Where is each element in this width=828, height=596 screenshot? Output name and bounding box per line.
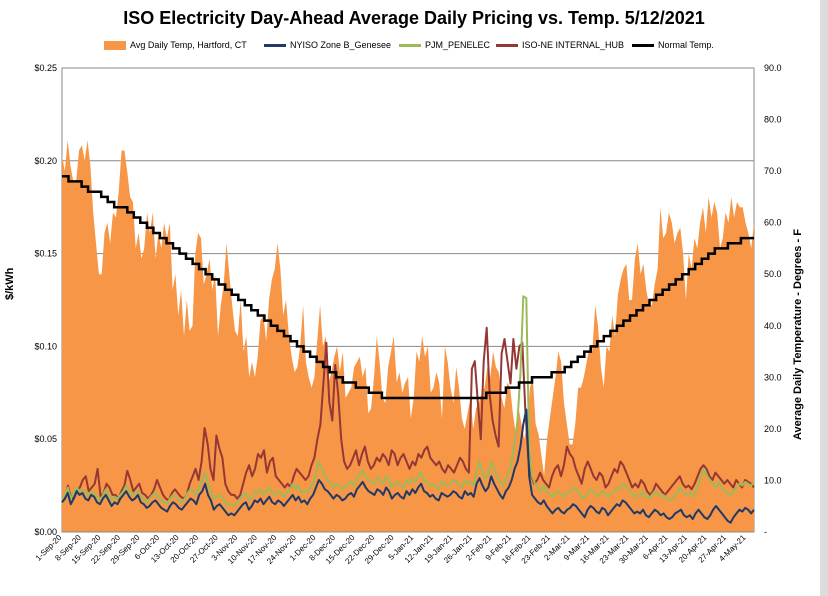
y-right-tick-label: 30.0 [764, 372, 782, 382]
legend-swatch-isone [496, 43, 518, 47]
y-right-tick-label: 70.0 [764, 166, 782, 176]
legend-label-normal: Normal Temp. [658, 40, 714, 50]
series-pjm-penelec-line [61, 295, 755, 507]
chart-title: ISO Electricity Day-Ahead Average Daily … [123, 8, 705, 28]
y-right-tick-label: - [764, 527, 767, 537]
legend-swatch-nyiso [264, 43, 286, 47]
legend-label-isone: ISO-NE INTERNAL_HUB [522, 40, 625, 50]
y-right-tick-label: 20.0 [764, 424, 782, 434]
y-left-tick-label: $0.10 [34, 341, 57, 351]
legend-label-pjm: PJM_PENELEC [425, 40, 491, 50]
series-nyiso-zone-b-line [61, 408, 755, 524]
legend-item-temp: Avg Daily Temp, Hartford, CT [104, 40, 247, 50]
y-left-tick-label: $0.25 [34, 63, 57, 73]
y-axis-left-label: $/kWh [4, 267, 16, 300]
y-left-tick-label: $0.15 [34, 249, 57, 259]
legend: Avg Daily Temp, Hartford, CT NYISO Zone … [0, 40, 828, 54]
legend-label-temp: Avg Daily Temp, Hartford, CT [130, 40, 247, 50]
legend-swatch-temp [104, 40, 126, 50]
legend-item-pjm: PJM_PENELEC [399, 40, 490, 50]
series-avg-daily-temp-area [62, 140, 754, 532]
y-left-tick-label: $0.20 [34, 156, 57, 166]
legend-swatch-normal [632, 43, 654, 47]
y-left-tick-label: $0.05 [34, 434, 57, 444]
y-left-tick-label: $0.00 [34, 527, 57, 537]
legend-item-isone: ISO-NE INTERNAL_HUB [496, 40, 624, 50]
y-right-tick-label: 80.0 [764, 115, 782, 125]
series-isone-internal-hub-line [61, 326, 755, 503]
legend-swatch-pjm [399, 43, 421, 47]
legend-item-nyiso: NYISO Zone B_Genesee [264, 40, 391, 50]
series-normal-temp-line [62, 175, 754, 400]
y-right-tick-label: 60.0 [764, 218, 782, 228]
y-right-tick-label: 50.0 [764, 269, 782, 279]
window-edge [820, 0, 828, 596]
legend-label-nyiso: NYISO Zone B_Genesee [290, 40, 392, 50]
y-axis-right-label: Average Daily Temperature - Degrees - F [792, 229, 804, 440]
legend-item-normal: Normal Temp. [632, 40, 714, 50]
y-right-tick-label: 90.0 [764, 63, 782, 73]
y-right-tick-label: 10.0 [764, 475, 782, 485]
y-right-tick-label: 40.0 [764, 321, 782, 331]
